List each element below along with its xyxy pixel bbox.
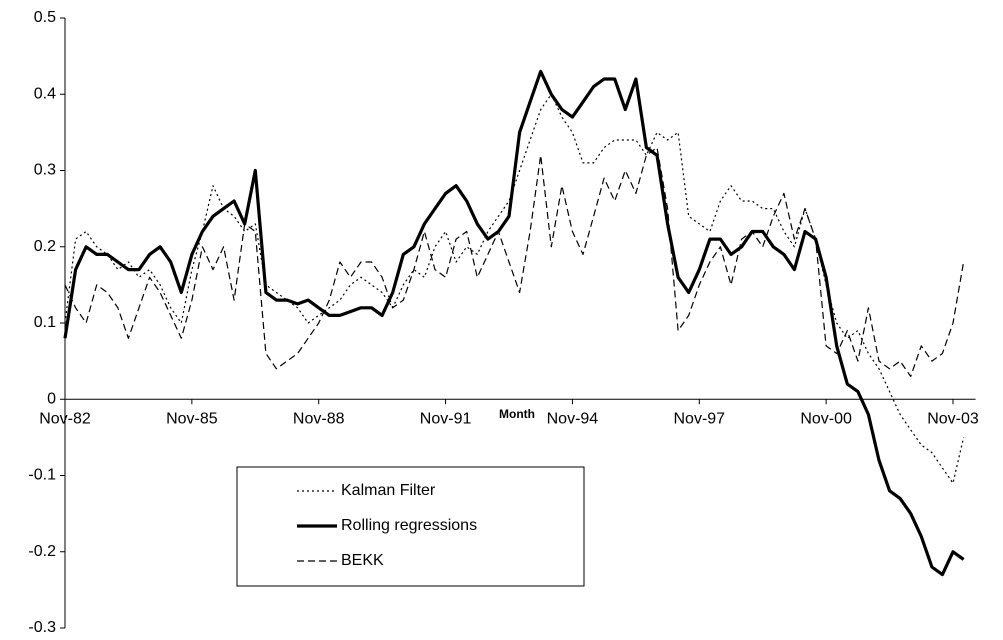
x-tick-label: Nov-97 xyxy=(673,410,725,427)
legend-label: Rolling regressions xyxy=(341,517,477,534)
x-tick-label: Nov-00 xyxy=(800,410,852,427)
x-tick-label: Nov-88 xyxy=(293,410,345,427)
x-axis-label: Month xyxy=(499,407,535,421)
x-tick-label: Nov-85 xyxy=(166,410,218,427)
y-tick-label: 0.1 xyxy=(34,314,56,331)
y-tick-label: 0.5 xyxy=(34,9,56,26)
y-tick-label: 0 xyxy=(47,390,56,407)
x-tick-label: Nov-82 xyxy=(39,410,91,427)
legend-label: Kalman Filter xyxy=(341,482,436,499)
y-tick-label: 0.2 xyxy=(34,238,56,255)
x-tick-label: Nov-03 xyxy=(927,410,979,427)
y-tick-label: 0.3 xyxy=(34,162,56,179)
x-tick-label: Nov-91 xyxy=(420,410,472,427)
y-tick-label: -0.2 xyxy=(28,543,56,560)
y-tick-label: -0.3 xyxy=(28,619,56,636)
legend xyxy=(236,466,585,587)
x-tick-label: Nov-94 xyxy=(547,410,599,427)
series-line xyxy=(63,69,965,577)
y-tick-label: -0.1 xyxy=(28,467,56,484)
legend-label: BEKK xyxy=(341,552,384,569)
y-tick-label: 0.4 xyxy=(34,85,56,102)
